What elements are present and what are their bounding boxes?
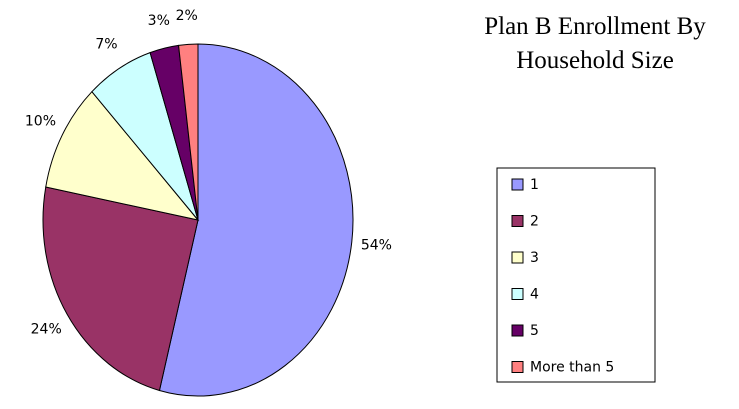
legend-swatch	[511, 251, 524, 264]
data-label: 3%	[148, 13, 170, 29]
legend-box	[496, 167, 656, 383]
legend-swatch	[511, 361, 524, 373]
legend-label: 5	[530, 323, 539, 339]
data-label: 7%	[95, 36, 117, 52]
data-label: 24%	[31, 321, 62, 337]
legend-swatch	[511, 288, 524, 300]
legend-label: 2	[530, 214, 539, 230]
legend-label: 1	[530, 177, 539, 193]
data-label: 10%	[25, 114, 56, 130]
pie-slice	[45, 90, 200, 221]
legend-swatch	[511, 215, 524, 227]
legend-label: 4	[530, 287, 539, 303]
legend-swatch	[511, 178, 524, 191]
chart-title: Plan B Enrollment By Household Size	[484, 13, 706, 74]
legend-label: More than 5	[530, 360, 614, 376]
data-label: 54%	[361, 238, 392, 254]
pie-slice	[158, 43, 354, 397]
pie-slice	[42, 186, 199, 392]
legend-label: 3	[530, 250, 539, 266]
legend-swatch	[511, 324, 524, 337]
data-label: 2%	[176, 8, 198, 24]
pie-slice	[178, 43, 199, 221]
